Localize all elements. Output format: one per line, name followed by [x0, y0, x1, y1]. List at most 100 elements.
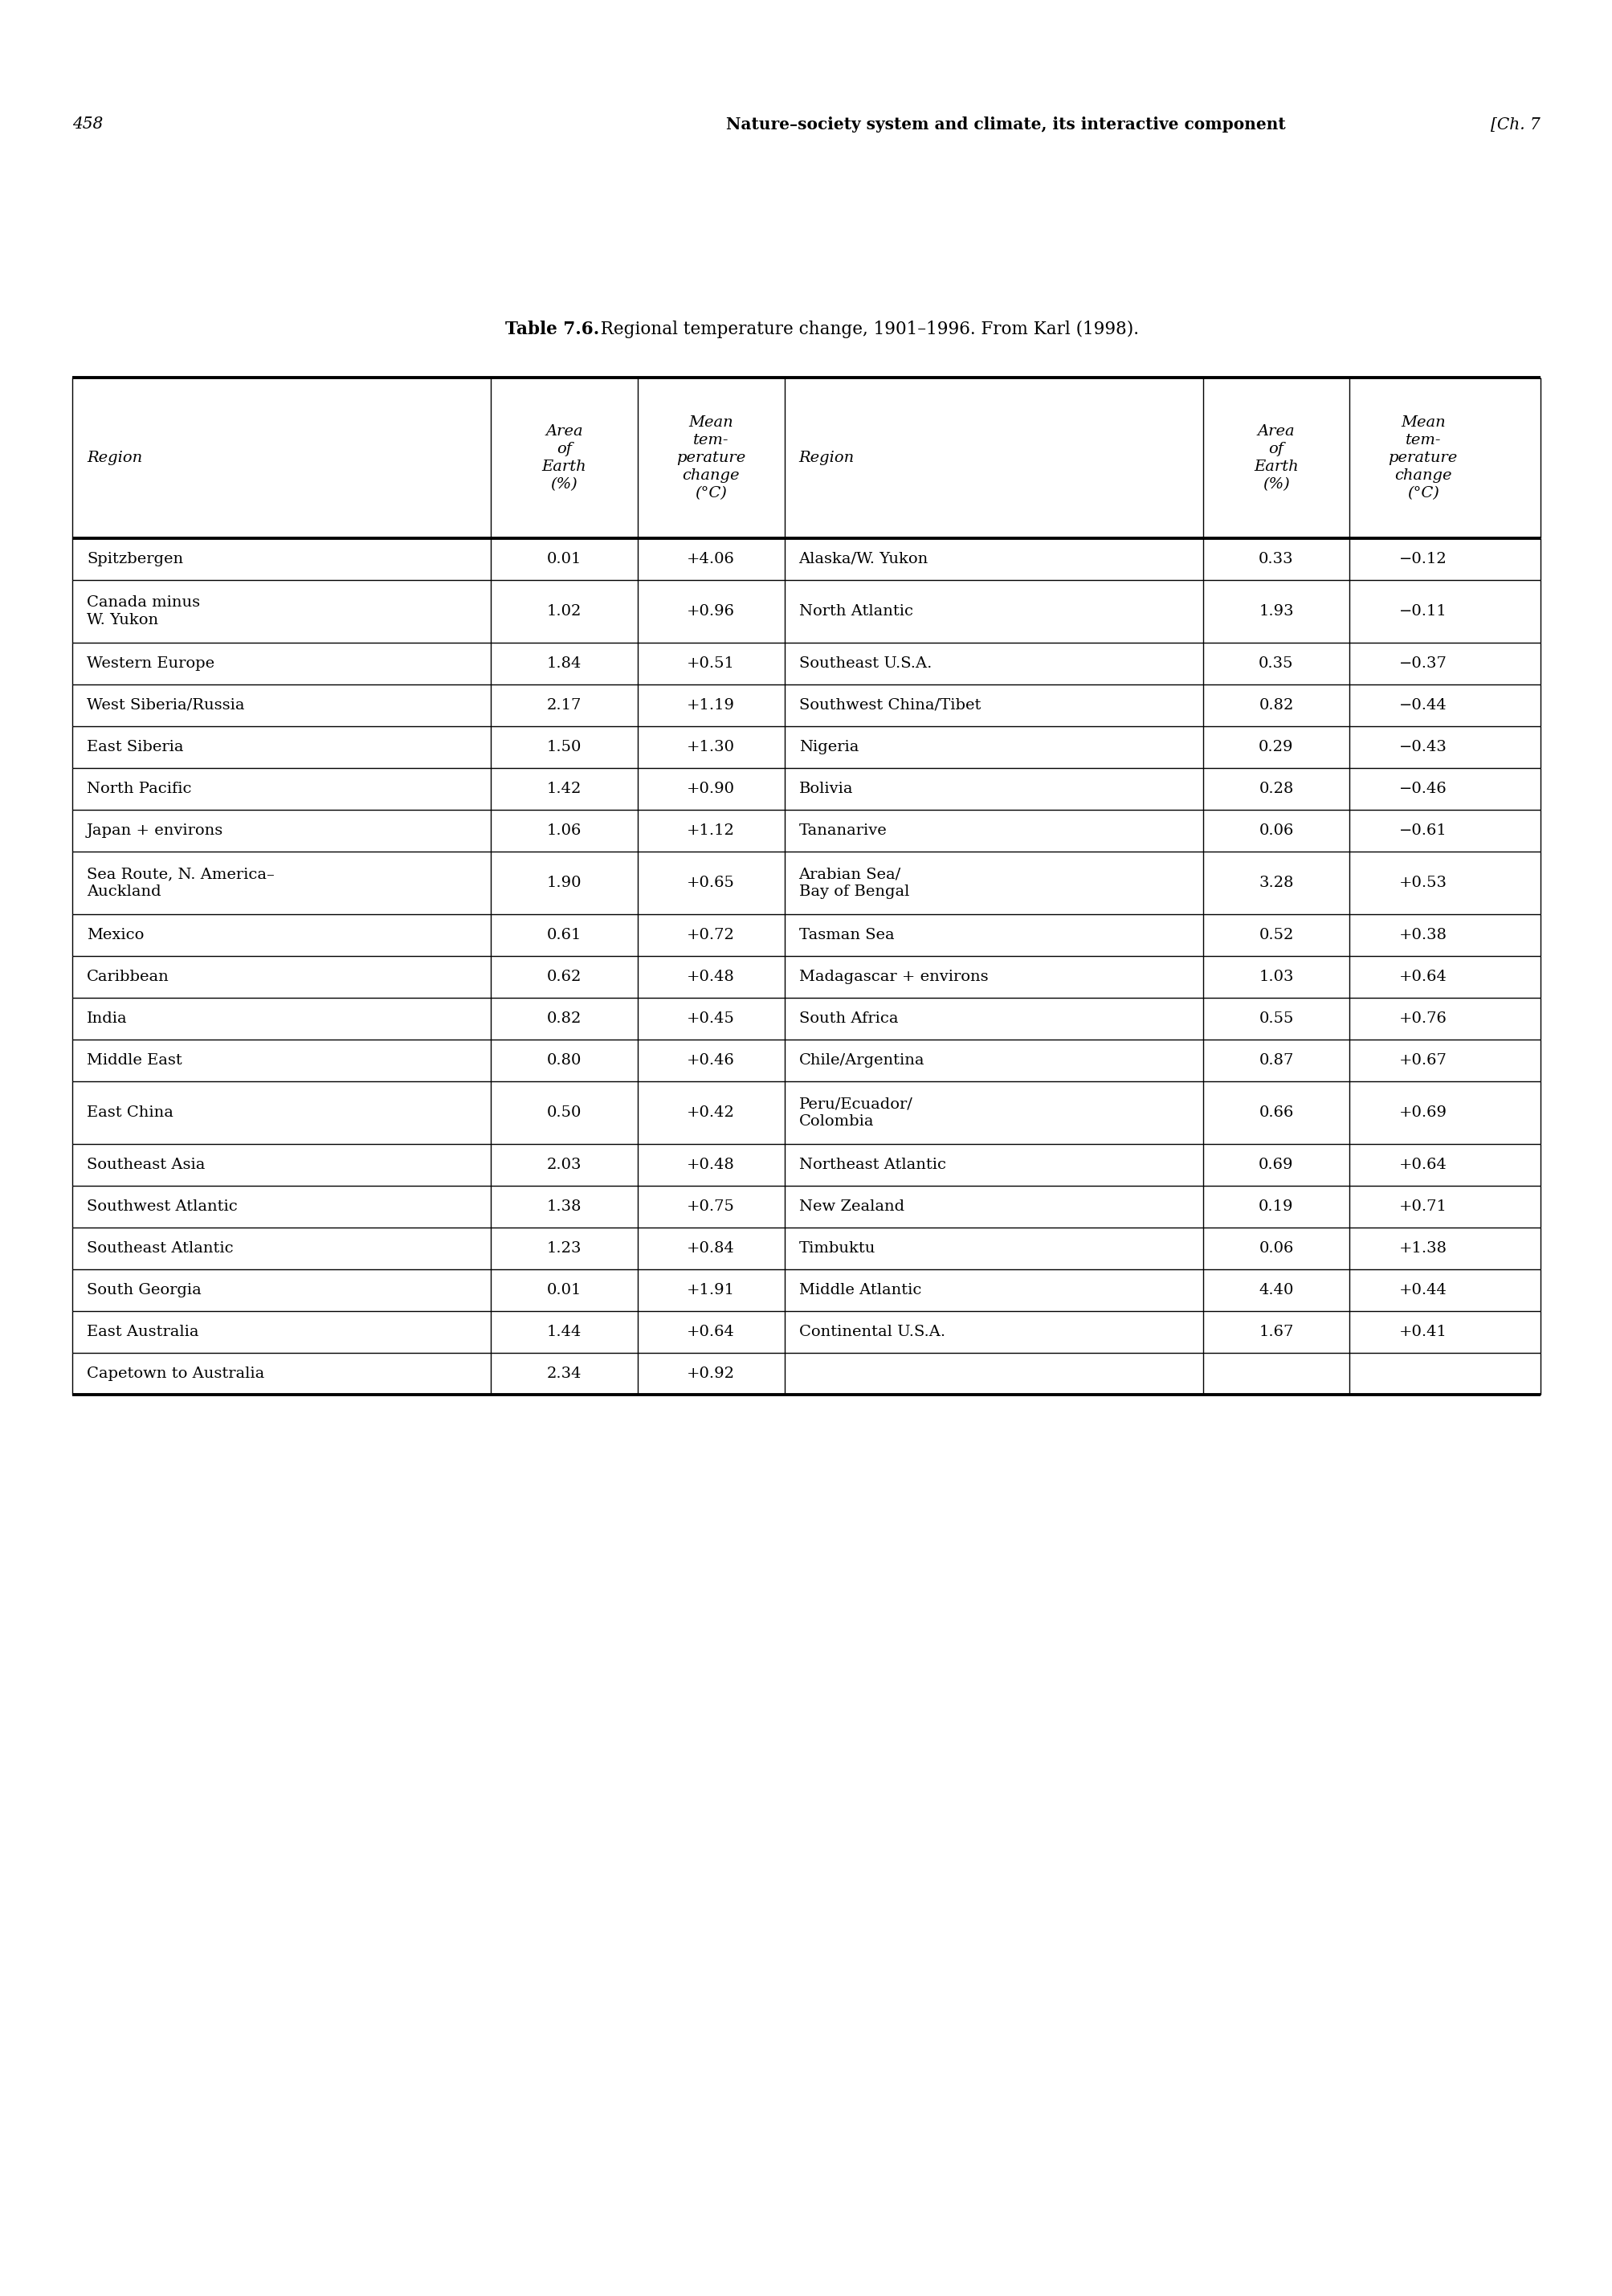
Text: +0.51: +0.51	[687, 657, 735, 670]
Text: +1.38: +1.38	[1398, 1242, 1446, 1256]
Text: +0.76: +0.76	[1398, 1013, 1446, 1026]
Text: +4.06: +4.06	[687, 551, 735, 567]
Text: +0.42: +0.42	[687, 1104, 735, 1120]
Text: 0.06: 0.06	[1259, 824, 1293, 838]
Text: +0.38: +0.38	[1398, 928, 1446, 941]
Text: 0.01: 0.01	[546, 551, 582, 567]
Text: Western Europe: Western Europe	[87, 657, 214, 670]
Text: +0.84: +0.84	[687, 1242, 735, 1256]
Text: 1.44: 1.44	[546, 1325, 582, 1339]
Text: Spitzbergen: Spitzbergen	[87, 551, 184, 567]
Text: Southeast Atlantic: Southeast Atlantic	[87, 1242, 234, 1256]
Text: 0.50: 0.50	[546, 1104, 582, 1120]
Text: Southeast U.S.A.: Southeast U.S.A.	[798, 657, 932, 670]
Text: +0.72: +0.72	[687, 928, 735, 941]
Text: +0.48: +0.48	[687, 1157, 735, 1171]
Text: +0.41: +0.41	[1398, 1325, 1446, 1339]
Text: +0.65: +0.65	[687, 875, 735, 891]
Text: 0.01: 0.01	[546, 1283, 582, 1297]
Text: −0.61: −0.61	[1398, 824, 1446, 838]
Text: 0.66: 0.66	[1259, 1104, 1293, 1120]
Text: +1.12: +1.12	[687, 824, 735, 838]
Text: 1.42: 1.42	[546, 781, 582, 797]
Text: Middle Atlantic: Middle Atlantic	[798, 1283, 920, 1297]
Text: +0.64: +0.64	[1398, 1157, 1446, 1171]
Text: 458: 458	[73, 117, 103, 133]
Text: Middle East: Middle East	[87, 1054, 182, 1068]
Text: +0.64: +0.64	[1398, 969, 1446, 985]
Text: 1.84: 1.84	[546, 657, 582, 670]
Text: Regional temperature change, 1901–1996. From Karl (1998).: Regional temperature change, 1901–1996. …	[590, 321, 1138, 338]
Text: +0.45: +0.45	[687, 1013, 735, 1026]
Text: 0.61: 0.61	[546, 928, 582, 941]
Text: 0.29: 0.29	[1257, 739, 1293, 755]
Text: Japan + environs: Japan + environs	[87, 824, 224, 838]
Text: +0.96: +0.96	[687, 604, 735, 618]
Text: +0.69: +0.69	[1398, 1104, 1446, 1120]
Text: 3.28: 3.28	[1257, 875, 1293, 891]
Text: +1.30: +1.30	[687, 739, 735, 755]
Text: +0.48: +0.48	[687, 969, 735, 985]
Text: Alaska/W. Yukon: Alaska/W. Yukon	[798, 551, 929, 567]
Text: +0.44: +0.44	[1398, 1283, 1446, 1297]
Text: India: India	[87, 1013, 127, 1026]
Text: Table 7.6.: Table 7.6.	[505, 321, 600, 338]
Text: 0.69: 0.69	[1257, 1157, 1293, 1171]
Text: +0.67: +0.67	[1398, 1054, 1446, 1068]
Text: 1.93: 1.93	[1257, 604, 1293, 618]
Text: Area
of
Earth
(%): Area of Earth (%)	[1253, 425, 1298, 491]
Text: 2.34: 2.34	[546, 1366, 582, 1380]
Text: Arabian Sea/
Bay of Bengal: Arabian Sea/ Bay of Bengal	[798, 868, 909, 898]
Text: North Pacific: North Pacific	[87, 781, 192, 797]
Text: 0.33: 0.33	[1257, 551, 1293, 567]
Text: Canada minus
W. Yukon: Canada minus W. Yukon	[87, 595, 200, 627]
Text: +1.91: +1.91	[687, 1283, 735, 1297]
Text: Region: Region	[798, 450, 854, 466]
Text: 0.62: 0.62	[546, 969, 582, 985]
Text: Caribbean: Caribbean	[87, 969, 169, 985]
Text: Capetown to Australia: Capetown to Australia	[87, 1366, 264, 1380]
Text: 1.23: 1.23	[546, 1242, 582, 1256]
Text: +0.75: +0.75	[687, 1199, 735, 1215]
Text: South Georgia: South Georgia	[87, 1283, 202, 1297]
Text: 4.40: 4.40	[1259, 1283, 1293, 1297]
Text: Bolivia: Bolivia	[798, 781, 853, 797]
Text: Area
of
Earth
(%): Area of Earth (%)	[542, 425, 587, 491]
Text: −0.43: −0.43	[1398, 739, 1446, 755]
Text: Nigeria: Nigeria	[798, 739, 858, 755]
Text: +0.92: +0.92	[687, 1366, 735, 1380]
Text: Timbuktu: Timbuktu	[798, 1242, 875, 1256]
Text: 0.06: 0.06	[1259, 1242, 1293, 1256]
Text: +0.64: +0.64	[687, 1325, 735, 1339]
Text: 1.02: 1.02	[546, 604, 582, 618]
Text: −0.46: −0.46	[1398, 781, 1446, 797]
Text: 1.03: 1.03	[1257, 969, 1293, 985]
Text: 0.35: 0.35	[1257, 657, 1293, 670]
Text: East Australia: East Australia	[87, 1325, 198, 1339]
Text: Mexico: Mexico	[87, 928, 143, 941]
Text: −0.11: −0.11	[1398, 604, 1446, 618]
Text: Nature–society system and climate, its interactive component: Nature–society system and climate, its i…	[725, 117, 1285, 133]
Text: 1.67: 1.67	[1259, 1325, 1293, 1339]
Text: Continental U.S.A.: Continental U.S.A.	[798, 1325, 945, 1339]
Text: 1.38: 1.38	[546, 1199, 582, 1215]
Text: Mean
tem-
perature
change
(°C): Mean tem- perature change (°C)	[1388, 416, 1457, 501]
Text: Southeast Asia: Southeast Asia	[87, 1157, 205, 1171]
Text: 0.55: 0.55	[1259, 1013, 1293, 1026]
Text: East China: East China	[87, 1104, 174, 1120]
Text: 0.87: 0.87	[1259, 1054, 1293, 1068]
Text: Chile/Argentina: Chile/Argentina	[798, 1054, 924, 1068]
Text: West Siberia/Russia: West Siberia/Russia	[87, 698, 245, 712]
Text: +1.19: +1.19	[687, 698, 735, 712]
Text: 2.17: 2.17	[546, 698, 582, 712]
Text: 2.03: 2.03	[546, 1157, 582, 1171]
Text: Northeast Atlantic: Northeast Atlantic	[798, 1157, 945, 1171]
Text: 0.28: 0.28	[1259, 781, 1293, 797]
Text: South Africa: South Africa	[798, 1013, 898, 1026]
Text: Sea Route, N. America–
Auckland: Sea Route, N. America– Auckland	[87, 868, 274, 898]
Text: Region: Region	[87, 450, 142, 466]
Text: Tananarive: Tananarive	[798, 824, 887, 838]
Text: New Zealand: New Zealand	[798, 1199, 904, 1215]
Text: East Siberia: East Siberia	[87, 739, 184, 755]
Text: 0.19: 0.19	[1257, 1199, 1293, 1215]
